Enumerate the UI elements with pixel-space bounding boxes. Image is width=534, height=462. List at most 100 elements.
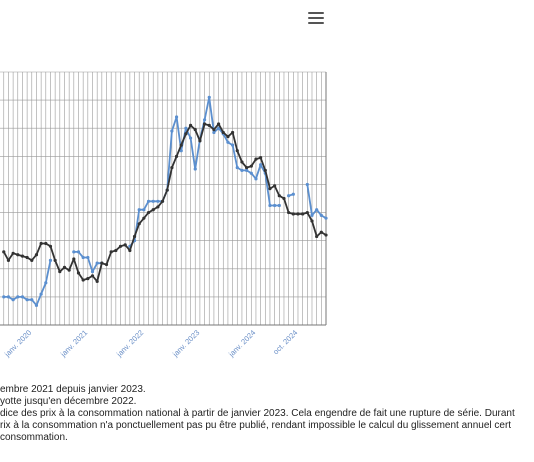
data-point <box>95 261 99 265</box>
note-line-5: consommation. <box>0 432 68 443</box>
data-point <box>95 279 99 284</box>
data-point <box>48 258 53 262</box>
hamburger-menu-icon[interactable] <box>308 12 324 26</box>
data-point <box>179 143 183 147</box>
data-point <box>245 168 249 172</box>
data-point <box>319 230 323 234</box>
data-point <box>207 95 211 99</box>
data-point <box>268 187 272 191</box>
data-point <box>310 213 314 217</box>
data-point <box>268 203 272 208</box>
menu-bar <box>308 22 324 24</box>
x-tick-label: janv. 2022 <box>114 328 145 359</box>
data-point <box>104 262 109 267</box>
data-point <box>44 281 48 285</box>
data-point <box>254 177 258 181</box>
data-point <box>231 130 235 135</box>
data-point <box>277 203 281 208</box>
data-point <box>305 210 309 215</box>
data-point <box>291 212 295 216</box>
data-point <box>193 128 197 132</box>
data-point <box>291 192 295 196</box>
data-point <box>174 115 179 119</box>
data-point <box>296 212 300 216</box>
note-line-2: yotte jusqu'en décembre 2022. <box>0 396 137 407</box>
data-point <box>193 167 197 171</box>
data-point <box>287 210 291 215</box>
data-point <box>221 130 225 135</box>
data-point <box>142 216 146 220</box>
data-point <box>39 241 43 246</box>
data-point <box>170 165 174 170</box>
note-line-4: rix à la consommation n'a ponctuellement… <box>0 420 512 431</box>
data-point <box>151 199 155 203</box>
data-point <box>30 298 34 302</box>
data-point <box>301 212 305 216</box>
data-point <box>86 255 90 260</box>
x-tick-label: janv. 2020 <box>2 328 33 359</box>
x-tick-label: oct. 2024 <box>271 328 299 356</box>
data-point <box>25 255 29 260</box>
data-point <box>202 118 207 122</box>
data-point <box>53 258 57 262</box>
data-point <box>11 251 15 255</box>
data-point <box>240 160 244 164</box>
data-point <box>263 168 267 172</box>
data-point <box>170 129 174 133</box>
menu-bar <box>308 12 324 14</box>
data-point <box>212 128 216 132</box>
data-point <box>319 213 323 217</box>
data-point <box>324 233 328 237</box>
data-point <box>100 261 104 265</box>
data-point <box>202 122 207 126</box>
data-point <box>132 234 137 239</box>
data-point <box>273 203 277 208</box>
menu-bar <box>308 17 324 19</box>
data-point <box>146 199 151 203</box>
x-tick-label: janv. 2023 <box>170 328 201 359</box>
data-point <box>231 143 235 147</box>
data-point <box>315 208 319 212</box>
data-point <box>188 123 193 128</box>
data-point <box>249 164 253 168</box>
data-point <box>310 219 314 223</box>
data-point <box>76 250 81 254</box>
data-point <box>34 253 39 257</box>
series-line <box>3 123 327 283</box>
data-point <box>245 165 249 170</box>
line-chart: janv. 2020 janv. 2021 janv. 2022 janv. 2023… <box>0 71 328 359</box>
data-point <box>16 295 20 299</box>
data-point <box>287 194 291 198</box>
data-point <box>109 250 113 254</box>
data-point <box>324 216 328 220</box>
data-point <box>2 250 6 254</box>
data-point <box>156 199 160 203</box>
data-point <box>273 184 277 188</box>
data-point <box>72 250 76 254</box>
data-point <box>188 136 193 140</box>
note-line-1: embre 2021 depuis janvier 2023. <box>0 384 146 395</box>
x-tick-label: janv. 2024 <box>226 328 257 359</box>
data-point <box>184 126 188 130</box>
note-line-3: dice des prix à la consommation national… <box>0 408 515 419</box>
data-point <box>58 269 62 274</box>
data-point <box>44 241 48 246</box>
data-point <box>254 157 258 161</box>
x-tick-label: janv. 2021 <box>58 328 89 359</box>
data-point <box>160 199 165 203</box>
data-point <box>72 257 76 261</box>
data-point <box>212 130 216 135</box>
data-point <box>30 258 34 262</box>
data-point <box>118 244 123 248</box>
data-point <box>123 243 127 247</box>
data-point <box>184 132 188 136</box>
data-point <box>16 253 20 257</box>
data-point <box>86 277 90 281</box>
data-point <box>90 269 95 274</box>
data-point <box>20 295 25 299</box>
data-point <box>235 165 239 170</box>
data-point <box>235 149 239 153</box>
data-point <box>81 255 85 260</box>
data-point <box>142 208 146 212</box>
data-point <box>259 156 263 160</box>
